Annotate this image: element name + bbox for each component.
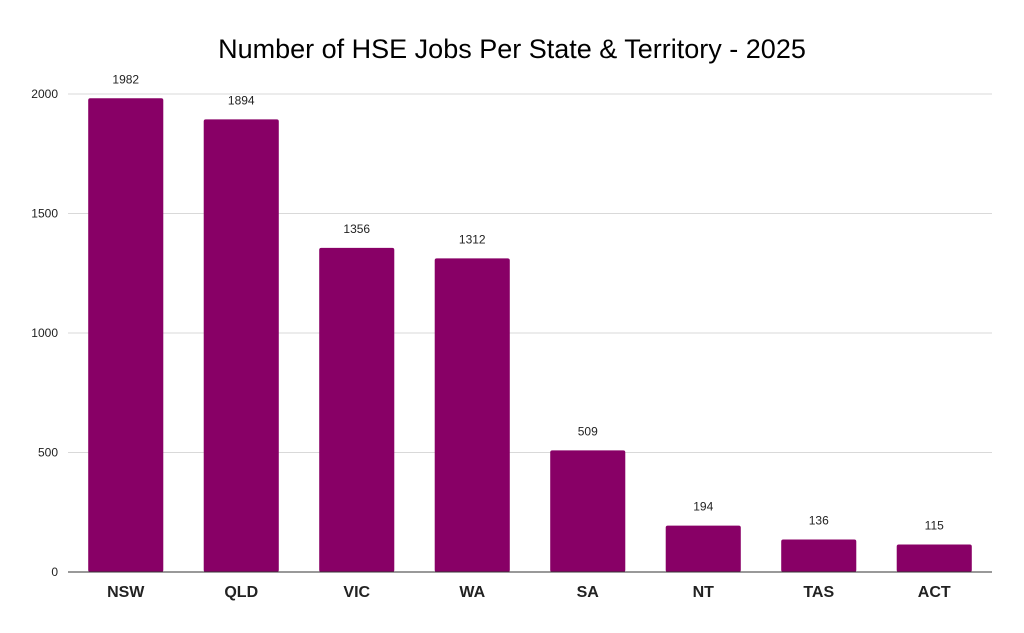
y-tick-label: 1500 (31, 207, 58, 221)
x-tick-label-nt: NT (693, 584, 715, 601)
data-label-sa: 509 (578, 424, 598, 438)
x-tick-label-act: ACT (918, 584, 951, 601)
y-tick-label: 0 (51, 565, 58, 579)
data-label-qld: 1894 (228, 93, 255, 107)
data-labels: 1982 1894 1356 1312 509 194 136 115 (112, 72, 944, 532)
x-tick-label-qld: QLD (224, 584, 258, 601)
y-axis-ticks: 0 500 1000 1500 2000 (31, 87, 58, 579)
x-tick-label-wa: WA (459, 584, 485, 601)
x-axis-ticks: NSW QLD VIC WA SA NT TAS ACT (107, 584, 951, 601)
data-label-wa: 1312 (459, 232, 486, 246)
y-tick-label: 500 (38, 446, 58, 460)
bar-tas (781, 539, 857, 572)
y-tick-label: 2000 (31, 87, 58, 101)
bar-wa (434, 258, 510, 572)
bar-nt (665, 525, 741, 572)
x-tick-label-sa: SA (577, 584, 600, 601)
data-label-vic: 1356 (343, 222, 370, 236)
bar-act (896, 544, 972, 572)
y-tick-label: 1000 (31, 326, 58, 340)
data-label-nt: 194 (693, 500, 713, 514)
x-tick-label-nsw: NSW (107, 584, 145, 601)
bar-nsw (88, 98, 164, 572)
chart-title: Number of HSE Jobs Per State & Territory… (218, 34, 806, 64)
bar-vic (319, 247, 395, 572)
data-label-act: 115 (925, 519, 944, 533)
bar-qld (203, 119, 279, 573)
data-label-nsw: 1982 (112, 72, 139, 86)
x-tick-label-tas: TAS (803, 584, 834, 601)
data-label-tas: 136 (809, 513, 829, 527)
bars (88, 98, 972, 573)
x-tick-label-vic: VIC (343, 584, 370, 601)
bar-sa (550, 450, 626, 572)
